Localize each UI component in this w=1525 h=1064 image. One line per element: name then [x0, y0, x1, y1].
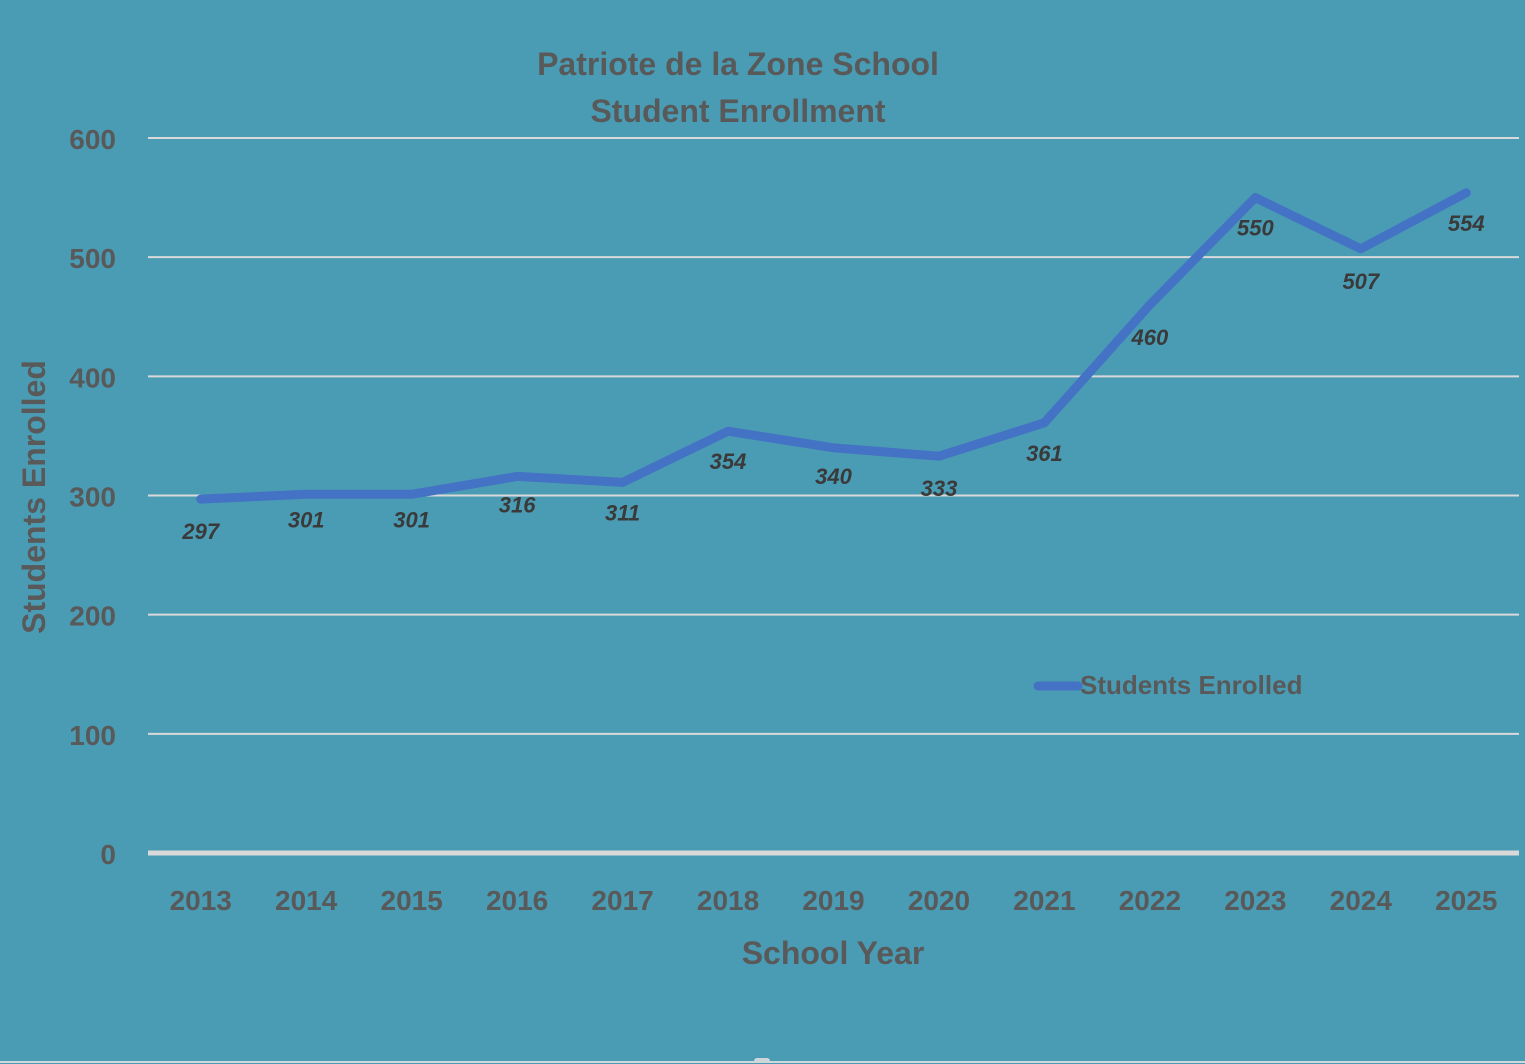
x-axis-ticks: 2013 2014 2015 2016 2017 2018 2019 2020 2021 2022… [170, 885, 1498, 916]
data-label: 333 [921, 476, 958, 501]
legend: Students Enrolled [1033, 670, 1302, 700]
x-tick-label: 2020 [908, 885, 970, 916]
data-label: 550 [1237, 216, 1274, 241]
legend-label: Students Enrolled [1080, 670, 1302, 700]
data-label: 340 [815, 464, 852, 489]
data-label: 301 [288, 507, 325, 532]
data-label: 301 [393, 507, 430, 532]
chart-title: Patriote de la Zone School [537, 46, 939, 82]
x-tick-label: 2014 [275, 885, 338, 916]
bottom-border [0, 1061, 1525, 1063]
data-label: 361 [1026, 441, 1063, 466]
x-tick-label: 2024 [1330, 885, 1393, 916]
x-tick-label: 2022 [1119, 885, 1181, 916]
y-tick-label: 0 [100, 839, 116, 870]
x-tick-label: 2025 [1435, 885, 1497, 916]
x-tick-label: 2018 [697, 885, 759, 916]
y-axis-ticks: 0 100 200 300 400 500 600 [69, 124, 116, 870]
x-axis-label: School Year [742, 935, 925, 971]
data-label: 554 [1448, 211, 1485, 236]
data-label: 297 [181, 519, 220, 544]
y-tick-label: 200 [69, 601, 116, 632]
data-label: 507 [1342, 269, 1380, 294]
data-label: 311 [605, 500, 640, 525]
resize-handle[interactable] [754, 1058, 770, 1062]
x-tick-label: 2015 [381, 885, 443, 916]
data-label: 316 [499, 492, 536, 517]
data-labels: 297 301 301 316 311 354 340 333 361 460 550 507 554 [181, 211, 1484, 544]
data-label: 460 [1131, 325, 1169, 350]
y-tick-label: 600 [69, 124, 116, 155]
y-tick-label: 100 [69, 720, 116, 751]
y-axis-label: Students Enrolled [16, 360, 52, 634]
x-tick-label: 2017 [591, 885, 653, 916]
y-tick-label: 500 [69, 243, 116, 274]
x-tick-label: 2021 [1013, 885, 1075, 916]
chart-subtitle: Student Enrollment [590, 93, 885, 129]
data-label: 354 [710, 449, 747, 474]
x-tick-label: 2013 [170, 885, 232, 916]
series-line-students-enrolled [196, 188, 1471, 504]
y-tick-label: 300 [69, 482, 116, 513]
x-tick-label: 2019 [802, 885, 864, 916]
x-tick-label: 2023 [1224, 885, 1286, 916]
y-tick-label: 400 [69, 362, 116, 393]
x-tick-label: 2016 [486, 885, 548, 916]
